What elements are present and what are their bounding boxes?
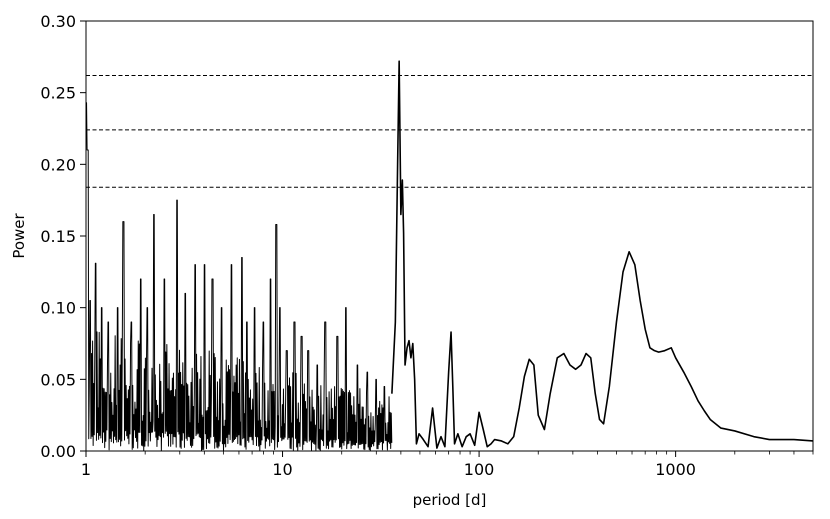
y-tick-label: 0.00 <box>40 442 76 461</box>
y-axis-ticks: 0.00 0.05 0.10 0.15 0.20 0.25 0.30 <box>40 12 86 461</box>
y-tick-label: 0.05 <box>40 370 76 389</box>
x-axis-title: period [d] <box>413 491 487 509</box>
y-tick-label: 0.20 <box>40 155 76 174</box>
y-tick-label: 0.30 <box>40 12 76 31</box>
y-tick-label: 0.10 <box>40 299 76 318</box>
y-tick-label: 0.15 <box>40 227 76 246</box>
threshold-lines <box>86 74 813 188</box>
x-tick-label: 10 <box>272 460 292 479</box>
series-line-0 <box>391 60 814 449</box>
y-axis-title: Power <box>10 212 28 258</box>
x-tick-label: 100 <box>464 460 495 479</box>
noise-line <box>86 102 393 452</box>
y-tick-label: 0.25 <box>40 84 76 103</box>
x-tick-label: 1000 <box>655 460 696 479</box>
x-tick-label: 1 <box>81 460 91 479</box>
x-axis-ticks: 1 10 100 1000 <box>81 451 814 479</box>
plot-frame <box>85 20 814 452</box>
series-layer <box>391 60 814 449</box>
noise-series <box>86 102 393 452</box>
